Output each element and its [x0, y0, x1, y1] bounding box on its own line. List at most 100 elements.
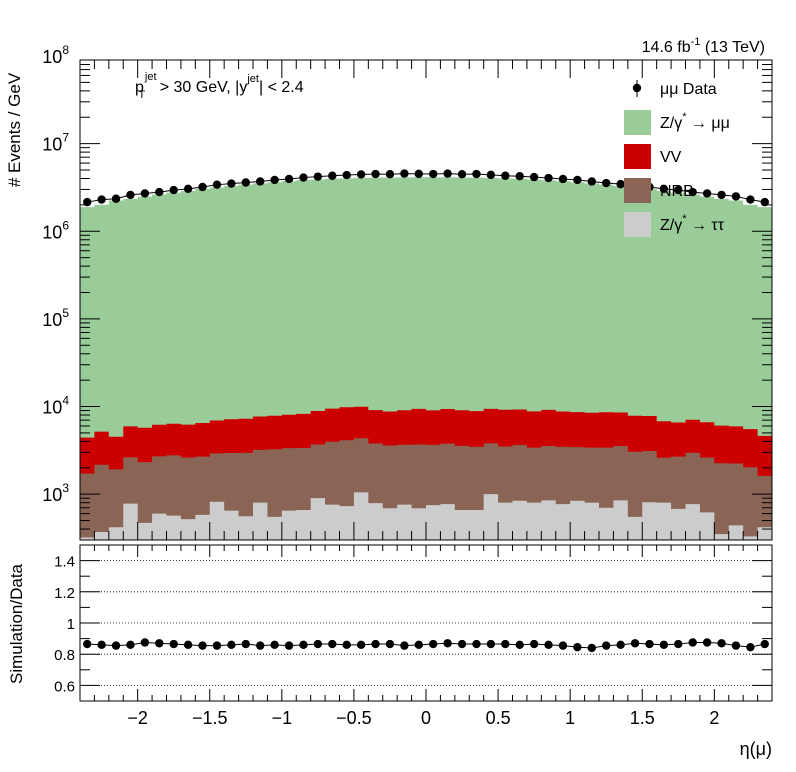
- data-point: [544, 173, 553, 183]
- legend-label-zmumu: Z/γ* → μμ: [660, 111, 730, 132]
- data-point: [212, 180, 222, 189]
- ratio-point: [515, 640, 524, 650]
- main-y-ticks: 103 104 105 106 107 108: [42, 43, 772, 541]
- ratio-y-tick-label: 1: [67, 616, 75, 633]
- ratio-point: [198, 641, 207, 650]
- ratio-point: [602, 641, 611, 650]
- data-point: [659, 184, 669, 194]
- data-point: [746, 195, 755, 204]
- ratio-point: [746, 642, 755, 652]
- ratio-point: [688, 638, 697, 647]
- legend-entry-ztautau: Z/γ* → ττ: [624, 212, 725, 237]
- data-point: [385, 169, 395, 179]
- luminosity-label: 14.6 fb-1 (13 TeV): [642, 36, 765, 56]
- data-point: [328, 171, 337, 180]
- ratio-y-tick-label: 1.4: [54, 554, 75, 571]
- data-point: [674, 185, 683, 195]
- ratio-point: [212, 641, 222, 650]
- y-tick-label: 106: [42, 218, 69, 242]
- y-tick-label: 105: [42, 306, 69, 330]
- data-point: [284, 174, 294, 184]
- x-axis-label: η(μ): [740, 739, 772, 759]
- data-point: [529, 172, 539, 182]
- ratio-point: [328, 639, 337, 649]
- ratio-point: [486, 639, 496, 649]
- data-point: [97, 195, 106, 204]
- data-point: [558, 174, 568, 184]
- data-point: [688, 187, 697, 197]
- data-point: [241, 178, 250, 187]
- legend-entry-nrb: NRB: [624, 178, 694, 203]
- data-point: [270, 175, 279, 185]
- ratio-point: [472, 639, 481, 649]
- x-tick-label: −0.5: [336, 708, 372, 728]
- ratio-point: [97, 640, 106, 650]
- ratio-point: [385, 639, 395, 649]
- ratio-point: [674, 639, 683, 649]
- data-point: [342, 170, 351, 180]
- ratio-point: [645, 639, 654, 649]
- ratio-point: [313, 639, 323, 649]
- ratio-point: [227, 640, 236, 650]
- data-point: [356, 170, 366, 179]
- ratio-point: [501, 639, 510, 649]
- data-point: [602, 178, 611, 188]
- legend-swatch-ztautau: [624, 212, 651, 237]
- ratio-point: [529, 639, 539, 649]
- ratio-point: [183, 640, 193, 650]
- data-point: [140, 189, 150, 198]
- x-tick-label: 1: [565, 708, 575, 728]
- ratio-point: [241, 639, 250, 649]
- ratio-y-tick-label: 0.8: [54, 647, 75, 664]
- ratio-point: [400, 641, 409, 650]
- data-point: [126, 190, 135, 200]
- ratio-point: [83, 639, 92, 649]
- y-tick-label: 108: [42, 43, 69, 67]
- ratio-point: [284, 641, 294, 650]
- ratio-point: [587, 643, 596, 653]
- data-point: [227, 179, 236, 188]
- data-point: [169, 185, 178, 195]
- ratio-point: [443, 639, 452, 648]
- legend-entry-vv: VV: [624, 144, 682, 169]
- data-point: [573, 175, 582, 185]
- data-point: [371, 169, 380, 179]
- y-tick-label: 104: [42, 394, 69, 418]
- ratio-point: [270, 640, 279, 650]
- data-point: [472, 169, 481, 179]
- data-points: [83, 169, 769, 207]
- data-point: [486, 170, 496, 180]
- data-point: [587, 177, 596, 186]
- ratio-y-axis-label: Simulation/Data: [7, 563, 26, 684]
- ratio-point: [616, 640, 625, 650]
- x-tick-label: 1.5: [630, 708, 655, 728]
- ratio-point: [140, 638, 150, 647]
- ratio-point: [299, 640, 308, 650]
- x-tick-label: −1: [272, 708, 293, 728]
- ratio-x-ticks: −2 −1.5 −1 −0.5 0 0.5 1 1.5 2: [79, 545, 773, 728]
- ratio-point: [126, 640, 135, 650]
- data-point: [717, 190, 726, 200]
- legend-label-data: μμ Data: [660, 81, 717, 98]
- data-point: [299, 173, 308, 182]
- ratio-point: [356, 640, 366, 650]
- data-point: [183, 184, 193, 194]
- stacked-histogram: [80, 177, 772, 541]
- ratio-point: [544, 640, 553, 650]
- data-point: [414, 169, 423, 179]
- main-y-axis-label: # Events / GeV: [5, 72, 24, 187]
- ratio-point: [169, 639, 178, 649]
- data-point: [702, 189, 712, 198]
- legend-label-ztautau: Z/γ* → ττ: [660, 213, 725, 234]
- ratio-point: [717, 639, 726, 648]
- x-tick-label: −2: [127, 708, 148, 728]
- legend-swatch-vv: [624, 144, 651, 169]
- data-point: [760, 197, 769, 207]
- ratio-point: [256, 641, 265, 650]
- legend-data-marker: [632, 83, 642, 93]
- data-point: [429, 169, 438, 179]
- legend-entry-data: μμ Data: [632, 80, 717, 98]
- ratio-point: [111, 641, 121, 650]
- x-tick-label: −1.5: [192, 708, 228, 728]
- y-tick-label: 107: [42, 131, 69, 155]
